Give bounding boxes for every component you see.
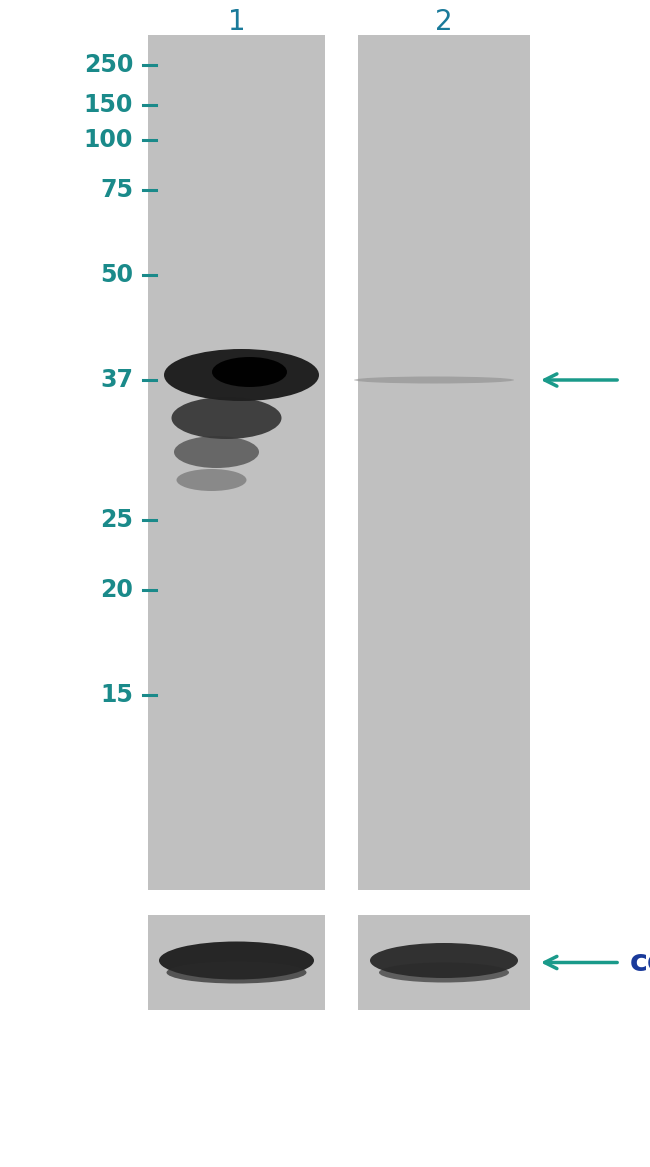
Text: 100: 100 <box>84 128 133 152</box>
Text: 15: 15 <box>100 683 133 707</box>
Ellipse shape <box>354 377 514 384</box>
Text: 2: 2 <box>436 8 453 36</box>
Ellipse shape <box>164 349 319 401</box>
Ellipse shape <box>166 962 307 984</box>
Ellipse shape <box>159 942 314 979</box>
Text: 50: 50 <box>100 263 133 287</box>
Text: 75: 75 <box>100 179 133 202</box>
Text: 1: 1 <box>227 8 245 36</box>
Ellipse shape <box>370 943 518 978</box>
Ellipse shape <box>212 357 287 387</box>
Bar <box>358 35 530 890</box>
Text: control: control <box>630 948 650 977</box>
Bar <box>358 915 530 1009</box>
Text: 25: 25 <box>100 508 133 532</box>
Ellipse shape <box>172 397 281 439</box>
Text: 250: 250 <box>84 53 133 77</box>
Text: 20: 20 <box>100 578 133 602</box>
Bar <box>148 35 325 890</box>
Text: 37: 37 <box>100 368 133 392</box>
Ellipse shape <box>379 963 509 983</box>
Text: 150: 150 <box>84 93 133 117</box>
Ellipse shape <box>174 436 259 468</box>
Bar <box>148 915 325 1009</box>
Ellipse shape <box>177 469 246 491</box>
